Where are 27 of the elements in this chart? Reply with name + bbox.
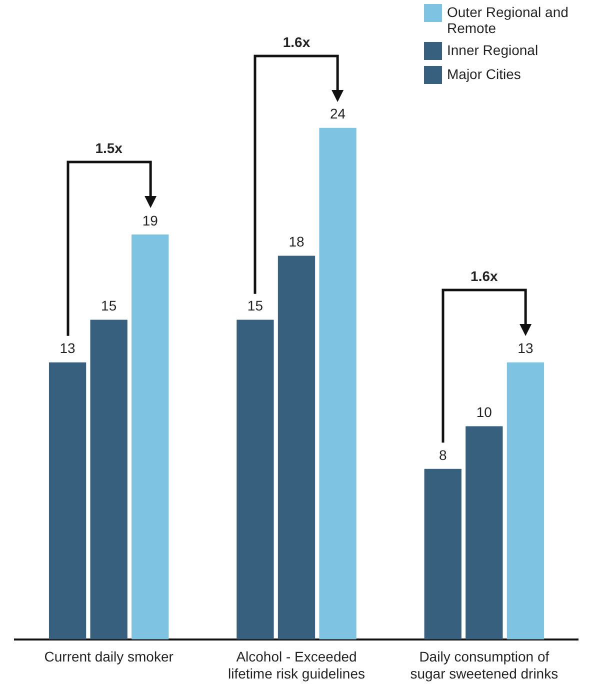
data-label: 19: [142, 212, 158, 228]
annotation: 1.5x: [95, 140, 122, 156]
data-label: 13: [518, 340, 534, 356]
bar: [424, 468, 462, 640]
x-tick-label: Current daily smoker: [44, 648, 174, 665]
data-label: 18: [288, 234, 304, 250]
bar: [278, 256, 316, 640]
data-label: 10: [476, 404, 492, 420]
data-label: 24: [330, 106, 346, 122]
data-label: 15: [247, 298, 264, 314]
legend-label: Major Cities: [447, 66, 521, 82]
bar: [48, 362, 86, 640]
bar: [132, 234, 169, 640]
legend-label: Inner Regional: [447, 42, 538, 58]
x-tick-label: Alcohol - Exceeded lifetime risk guidelines: [228, 648, 365, 682]
text: 1.6x: [282, 34, 310, 50]
data-label: 15: [101, 298, 117, 314]
bar: [466, 426, 503, 640]
legend-label: Outer Regional and Remote: [447, 4, 570, 36]
bar: [90, 320, 128, 640]
data-label: 13: [60, 340, 76, 356]
bar: [506, 362, 544, 640]
data-label: 8: [438, 446, 447, 463]
bar: [319, 128, 356, 640]
bar: [236, 320, 274, 640]
annotation: 1.6x: [470, 268, 498, 284]
x-tick-label: Daily consumption of sugar sweetened drinks: [410, 648, 558, 682]
